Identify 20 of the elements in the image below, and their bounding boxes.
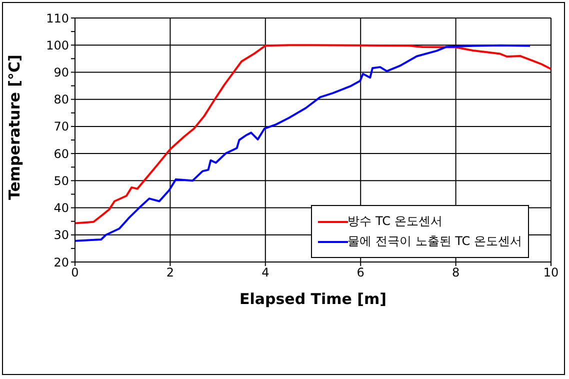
y-tick-label: 70 bbox=[54, 120, 69, 134]
x-axis-title: Elapsed Time [m] bbox=[239, 290, 387, 308]
y-tick-label: 30 bbox=[54, 228, 69, 242]
legend-label: 물에 전극이 노출된 TC 온도센서 bbox=[348, 233, 522, 250]
y-tick-label: 100 bbox=[46, 38, 69, 52]
x-tick-label: 8 bbox=[452, 266, 460, 280]
y-tick-label: 60 bbox=[54, 146, 69, 161]
x-tick-label: 4 bbox=[262, 266, 270, 280]
legend-label: 방수 TC 온도센서 bbox=[348, 213, 442, 230]
y-axis-title: Temperature [°C] bbox=[5, 54, 24, 200]
y-tick-label: 90 bbox=[54, 65, 69, 80]
x-tick-label: 0 bbox=[71, 266, 79, 280]
y-tick-label: 50 bbox=[54, 174, 69, 188]
x-tick-label: 6 bbox=[356, 266, 364, 280]
y-tick-label: 20 bbox=[54, 255, 69, 270]
y-tick-label: 80 bbox=[54, 92, 69, 107]
y-tick-label: 110 bbox=[46, 11, 69, 26]
x-tick-label: 10 bbox=[543, 266, 559, 280]
x-tick-label: 2 bbox=[166, 266, 174, 280]
y-tick-label: 40 bbox=[54, 201, 69, 216]
